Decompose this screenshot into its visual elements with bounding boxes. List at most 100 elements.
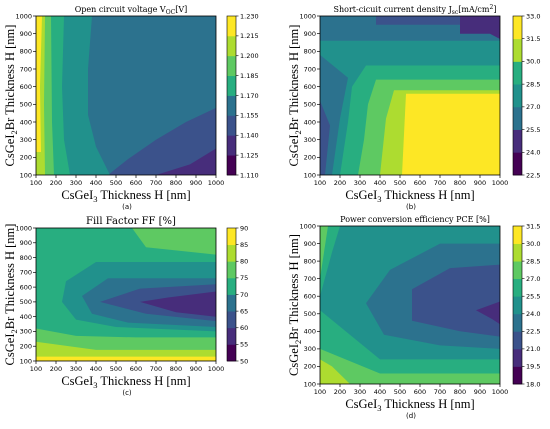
contour-band	[412, 264, 500, 337]
x-tick-label: 1000	[208, 179, 225, 187]
contour-band	[402, 93, 500, 175]
colorbar-segment	[513, 261, 522, 280]
x-tick-label: 600	[414, 179, 426, 187]
y-tick-label: 400	[20, 313, 32, 321]
colorbar-tick-label: 24.0	[526, 310, 540, 318]
colorbar-segment	[513, 243, 522, 262]
y-tick-label: 100	[20, 357, 32, 365]
y-tick-label: 200	[304, 154, 316, 162]
panel-label: (c)	[122, 389, 132, 397]
y-tick-label: 500	[20, 101, 32, 109]
colorbar-tick-label: 1.125	[240, 151, 259, 159]
x-axis-label: CsGeI3 Thickness H [nm]	[61, 374, 190, 390]
colorbar-tick-label: 1.200	[240, 52, 259, 60]
x-tick-label: 800	[454, 179, 466, 187]
x-tick-label: 200	[50, 179, 62, 187]
colorbar-tick-label: 90	[240, 224, 248, 232]
x-tick-label: 1000	[492, 388, 509, 396]
contour-band	[36, 341, 216, 361]
contour-fill	[320, 226, 500, 384]
contour-band	[476, 301, 500, 325]
colorbar-tick-label: 1.110	[240, 171, 259, 179]
contour-fill	[36, 16, 216, 175]
x-tick-label: 200	[334, 388, 346, 396]
y-tick-label: 700	[304, 65, 316, 73]
colorbar-segment	[513, 313, 522, 332]
colorbar-segment	[513, 61, 522, 85]
colorbar-segment	[513, 152, 522, 176]
y-tick-label: 300	[20, 328, 32, 336]
plot-frame	[319, 225, 501, 385]
y-tick-label: 1000	[299, 222, 316, 230]
colorbar-segment	[513, 106, 522, 130]
y-tick-label: 400	[304, 328, 316, 336]
y-tick-label: 200	[20, 343, 32, 351]
chart-title: Fill Factor FF [%]	[86, 216, 176, 227]
y-tick-label: 200	[20, 154, 32, 162]
y-tick-label: 100	[304, 171, 316, 179]
x-tick-label: 300	[70, 365, 82, 373]
x-tick-label: 100	[314, 388, 326, 396]
contour-band	[132, 228, 216, 255]
y-axis-label: CsGeI2Br Thickness H [nm]	[287, 234, 303, 376]
x-tick-label: 200	[334, 179, 346, 187]
colorbar-segment	[227, 35, 236, 57]
x-tick-label: 600	[414, 388, 426, 396]
plot-frame	[35, 15, 217, 176]
x-tick-label: 900	[474, 388, 486, 396]
contour-fill	[36, 228, 216, 361]
panel-c: 100 200 300 400 500 600 700 800 900 1000 100 200 300…	[3, 216, 248, 397]
colorbar-segment	[227, 135, 236, 156]
contour-band	[320, 226, 328, 279]
panel-label: (a)	[122, 203, 132, 211]
colorbar-tick-label: 25.5	[526, 293, 540, 301]
x-tick-label: 900	[190, 179, 202, 187]
colorbar-segment	[227, 344, 236, 362]
colorbar-tick-label: 75	[240, 274, 248, 282]
x-tick-label: 700	[434, 388, 446, 396]
chart-title: Open circuit voltage VOC[V]	[75, 5, 188, 16]
x-tick-label: 800	[170, 179, 182, 187]
y-tick-label: 800	[304, 257, 316, 265]
y-tick-label: 800	[304, 48, 316, 56]
contour-band	[320, 100, 330, 175]
colorbar-segment	[227, 95, 236, 116]
colorbar-tick-label: 27.0	[526, 275, 540, 283]
y-tick-label: 500	[304, 101, 316, 109]
colorbar-tick-label: 21.0	[526, 345, 540, 353]
colorbar-tick-label: 1.185	[240, 72, 259, 80]
colorbar-segment	[227, 55, 236, 77]
y-tick-label: 500	[304, 310, 316, 318]
y-axis-label: CsGeI2Br Thickness H [nm]	[3, 224, 19, 366]
colorbar: 50 55 60 65 70 75 80 85 90	[226, 224, 248, 365]
colorbar-segment	[513, 226, 522, 244]
y-tick-label: 700	[20, 65, 32, 73]
x-tick-label: 500	[394, 388, 406, 396]
x-axis-label: CsGeI3 Thickness H [nm]	[345, 188, 474, 204]
y-axis-label: CsGeI2Br Thickness H [nm]	[287, 25, 303, 167]
colorbar-segment	[513, 331, 522, 350]
x-tick-label: 800	[454, 388, 466, 396]
colorbar-segment	[513, 366, 522, 385]
contour-band	[460, 16, 500, 39]
x-tick-label: 300	[354, 388, 366, 396]
y-tick-label: 600	[20, 283, 32, 291]
y-tick-label: 600	[20, 83, 32, 91]
x-tick-label: 100	[30, 179, 42, 187]
chart-title: Short-cicuit current density Jsc[mA/cm2]	[334, 4, 497, 16]
colorbar-tick-label: 24.0	[526, 149, 540, 157]
colorbar-tick-label: 30.0	[526, 58, 540, 66]
plot-frame	[319, 15, 501, 176]
colorbar-tick-label: 1.230	[240, 12, 259, 20]
colorbar-tick-label: 25.5	[526, 126, 540, 134]
contour-fill	[320, 16, 500, 175]
x-tick-label: 600	[130, 365, 142, 373]
x-tick-label: 500	[110, 179, 122, 187]
colorbar-segment	[227, 261, 236, 279]
panel-a: 100 200 300 400 500 600 700 800 900 1000 100 200 300…	[3, 5, 259, 211]
contour-band	[36, 16, 42, 152]
contour-band	[320, 310, 500, 384]
colorbar-tick-label: 1.155	[240, 112, 259, 120]
y-tick-label: 100	[20, 171, 32, 179]
x-tick-label: 700	[150, 365, 162, 373]
